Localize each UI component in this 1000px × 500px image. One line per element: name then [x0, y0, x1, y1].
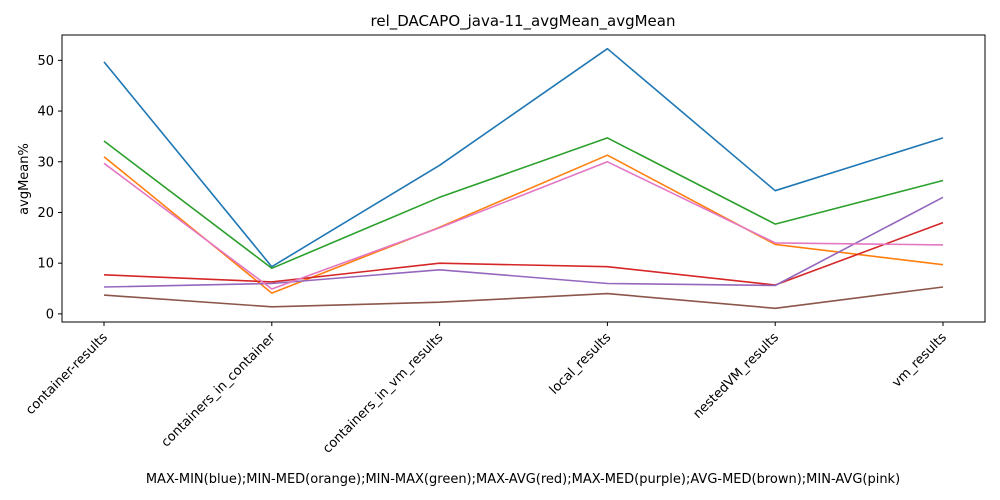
- plot-frame: [61, 34, 986, 323]
- x-tick-label-3: local_results: [547, 330, 615, 398]
- series-line-4: [103, 196, 944, 288]
- series-line-6: [103, 161, 944, 290]
- y-tick-label-1: 10: [37, 257, 54, 272]
- series-line-2: [103, 137, 944, 270]
- plot-area: 0 10 20 30 40 50 container-results containers_i…: [23, 34, 986, 457]
- y-axis-label: avgMean%: [17, 143, 32, 215]
- y-tick-label-0: 0: [46, 307, 54, 322]
- y-tick-label-3: 30: [37, 155, 54, 170]
- series-line-3: [103, 221, 944, 286]
- series-line-0: [103, 47, 944, 268]
- x-tick-label-5: vm_results: [889, 330, 950, 391]
- series-line-1: [103, 154, 944, 294]
- series-line-5: [103, 286, 944, 310]
- x-tick-label-2: containers_in_vm_results: [320, 330, 446, 456]
- x-tick-label-4: nestedVM_results: [690, 330, 782, 422]
- y-tick-label-2: 20: [37, 206, 54, 221]
- y-tick-label-5: 50: [37, 54, 54, 69]
- x-tick-label-0: container-results: [23, 330, 111, 418]
- y-tick-label-4: 40: [37, 105, 54, 120]
- chart-title: rel_DACAPO_java-11_avgMean_avgMean: [371, 12, 676, 31]
- x-axis-label: MAX-MIN(blue);MIN-MED(orange);MIN-MAX(gr…: [146, 472, 900, 487]
- x-tick-label-1: containers_in_container: [159, 330, 280, 451]
